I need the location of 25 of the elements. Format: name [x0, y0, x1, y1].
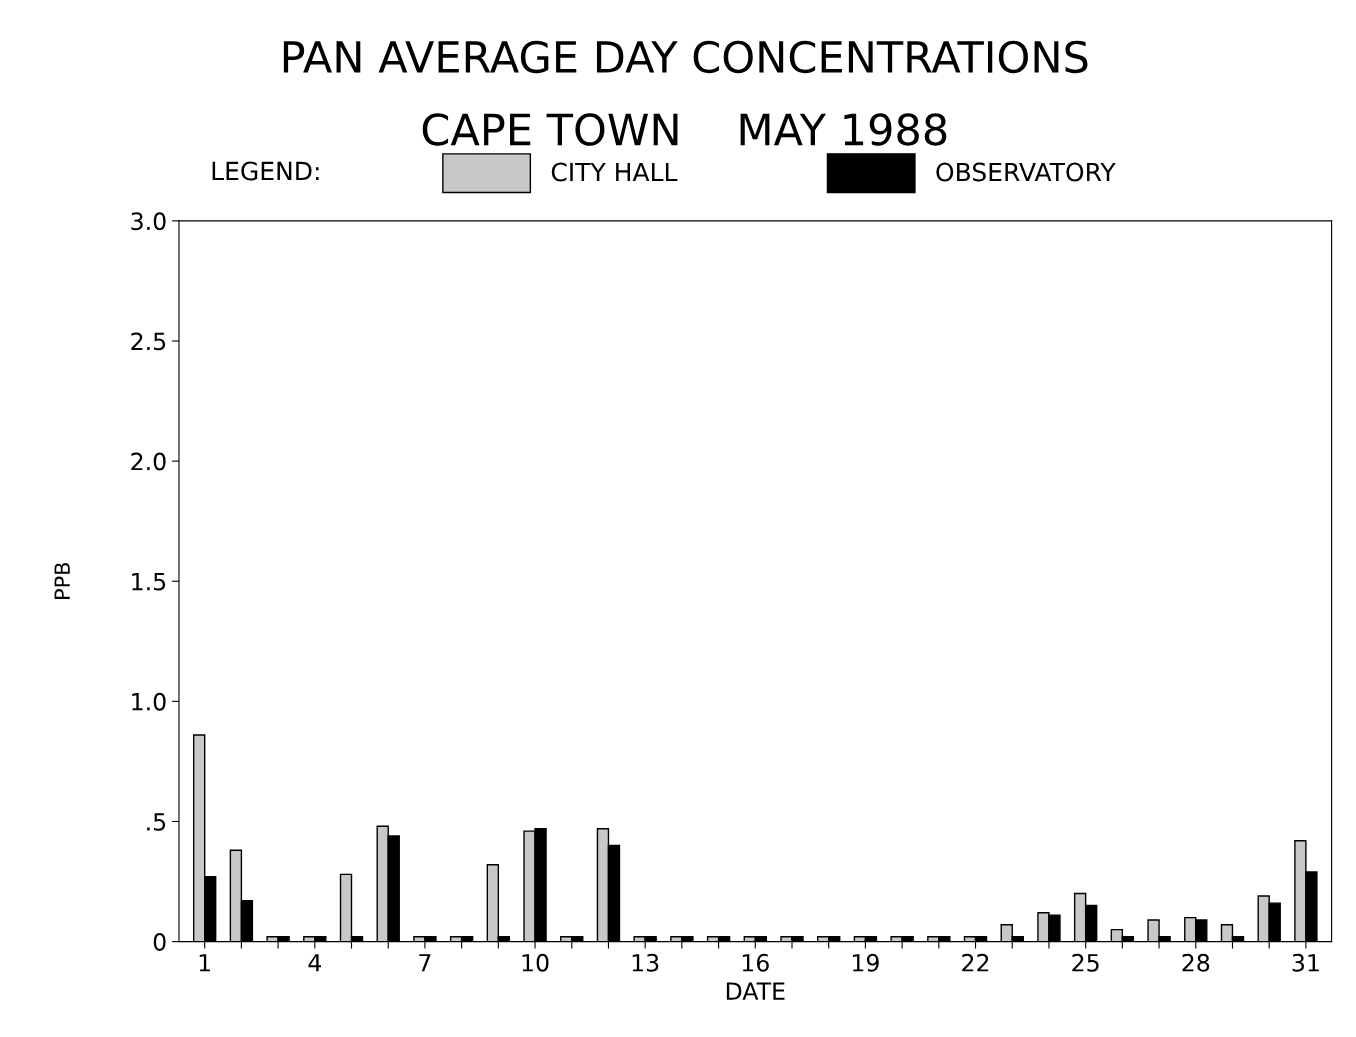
x-tick-label: 19	[852, 953, 879, 972]
chart-subtitle: CAPE TOWN MAY 1988	[422, 113, 947, 146]
y-tick-label: .5	[147, 813, 166, 831]
legend-label: OBSERVATORY	[936, 162, 1116, 182]
x-tick-label: 10	[522, 953, 549, 972]
x-tick-label: 13	[632, 953, 659, 972]
legend-title: LEGEND:	[212, 161, 319, 181]
x-tick-label: 22	[962, 953, 989, 972]
y-axis-title: PPB	[54, 563, 70, 599]
x-tick-label: 16	[742, 953, 769, 972]
x-axis-title: DATE	[726, 982, 785, 1000]
chart-title: PAN AVERAGE DAY CONCENTRATIONS	[283, 40, 1088, 74]
x-tick-label: 28	[1182, 953, 1210, 972]
y-tick-label: 1.5	[132, 572, 166, 591]
y-tick-label: 3.0	[131, 212, 166, 231]
y-tick-label: 2.5	[131, 332, 166, 351]
y-tick-label: 1.0	[132, 692, 166, 711]
y-tick-label: 0	[153, 933, 166, 951]
legend-label: CITY HALL	[551, 162, 678, 182]
x-tick-label: 4	[308, 954, 321, 972]
y-tick-label: 2.0	[131, 452, 166, 471]
x-tick-label: 7	[419, 954, 431, 972]
x-tick-label: 1	[199, 954, 211, 972]
x-tick-label: 31	[1292, 953, 1319, 972]
x-tick-label: 25	[1072, 953, 1099, 972]
